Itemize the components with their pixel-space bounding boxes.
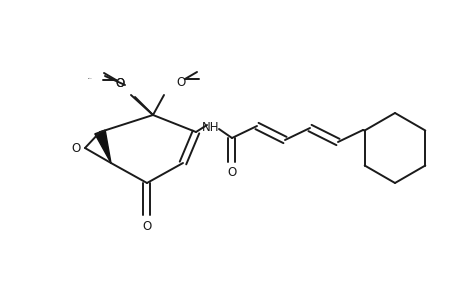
Polygon shape (95, 130, 111, 163)
Text: O: O (115, 76, 124, 89)
Text: Methyl: Methyl (88, 77, 92, 79)
Text: O: O (142, 220, 151, 232)
Text: O: O (176, 76, 185, 88)
Text: O: O (71, 142, 80, 154)
Text: NH: NH (202, 121, 219, 134)
Text: O: O (115, 76, 124, 89)
Text: O: O (227, 167, 236, 179)
